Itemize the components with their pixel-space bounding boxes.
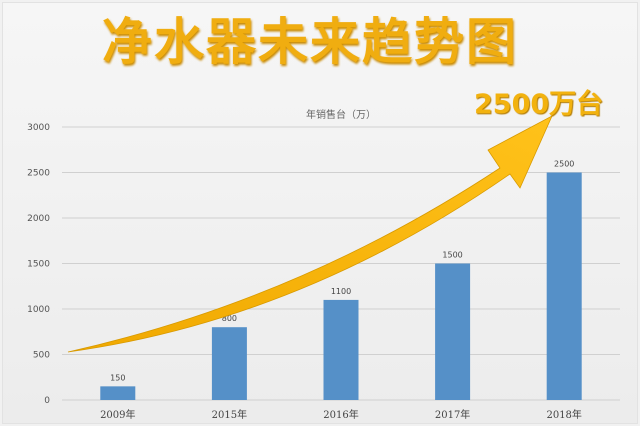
callout-label: 2500万台 [474,89,604,120]
bar [211,327,247,400]
bar [435,263,471,400]
bar [546,172,582,400]
data-label: 800 [222,314,237,323]
y-tick-label: 0 [44,396,50,406]
x-tick-label: 2016年 [323,408,358,421]
y-tick-label: 1500 [27,260,50,270]
data-label: 150 [110,373,125,382]
bar [100,386,136,400]
x-tick-label: 2015年 [212,408,247,421]
x-tick-label: 2018年 [546,408,581,421]
y-tick-label: 3000 [27,123,50,133]
y-tick-label: 1000 [27,305,50,315]
trend-arrow-icon [67,115,553,353]
y-tick-label: 2500 [27,169,50,179]
bar [323,299,359,400]
chart-title: 年销售台（万） [306,108,376,121]
data-label: 2500 [554,160,574,169]
y-tick-label: 2000 [27,214,50,224]
x-tick-label: 2009年 [100,408,135,421]
data-label: 1100 [331,287,351,296]
data-label: 1500 [442,251,462,260]
main-title: 净水器未来趋势图 [102,13,518,71]
x-tick-label: 2017年 [435,408,470,421]
y-tick-label: 500 [33,351,50,361]
